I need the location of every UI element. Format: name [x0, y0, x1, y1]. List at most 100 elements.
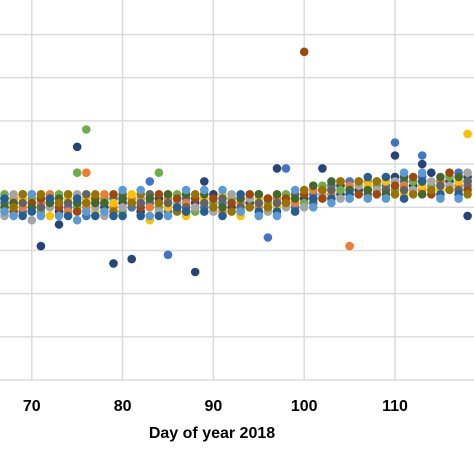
- data-point: [227, 190, 236, 199]
- data-point: [272, 198, 282, 208]
- data-point: [218, 211, 227, 221]
- data-point: [272, 190, 282, 199]
- data-point: [417, 168, 427, 177]
- data-point: [91, 198, 100, 208]
- data-point: [72, 194, 82, 203]
- data-point: [336, 177, 345, 186]
- data-point: [27, 207, 37, 216]
- data-point: [109, 259, 118, 268]
- data-point: [463, 177, 472, 186]
- data-point: [91, 211, 100, 221]
- data-point: [9, 211, 18, 221]
- data-point: [290, 185, 300, 195]
- data-point: [336, 185, 345, 195]
- data-point: [154, 190, 164, 199]
- data-point: [72, 142, 82, 152]
- data-point: [454, 172, 463, 182]
- data-point: [399, 185, 409, 195]
- data-point: [200, 185, 209, 195]
- data-point: [327, 185, 336, 195]
- data-point: [381, 172, 391, 182]
- data-point: [254, 198, 264, 208]
- data-point: [109, 211, 118, 221]
- data-point: [145, 211, 155, 221]
- data-point: [136, 185, 145, 195]
- data-point: [281, 198, 291, 208]
- data-point: [309, 181, 318, 190]
- data-point: [0, 207, 9, 216]
- x-tick-label: 80: [114, 398, 132, 415]
- data-point: [163, 211, 173, 221]
- data-point: [345, 241, 354, 251]
- data-point: [436, 172, 445, 182]
- data-point: [63, 190, 73, 199]
- data-point: [154, 211, 164, 221]
- data-point: [408, 190, 418, 199]
- data-point: [200, 207, 209, 216]
- data-point: [454, 194, 463, 203]
- data-point: [463, 129, 472, 139]
- data-point: [145, 177, 155, 186]
- data-point: [54, 220, 64, 229]
- data-point: [463, 190, 472, 199]
- data-point: [390, 190, 400, 199]
- data-point: [218, 185, 227, 195]
- data-point: [463, 168, 472, 177]
- data-point: [100, 190, 109, 199]
- data-point: [408, 172, 418, 182]
- data-point: [27, 215, 37, 225]
- data-point: [45, 211, 55, 221]
- data-point: [390, 138, 400, 147]
- data-point: [299, 203, 309, 212]
- x-tick-label: 110: [382, 398, 408, 415]
- data-point: [318, 164, 327, 173]
- data-point: [118, 185, 127, 195]
- data-point: [72, 207, 82, 216]
- data-point: [118, 211, 127, 221]
- x-axis-title: Day of year 2018: [149, 425, 275, 442]
- data-point: [18, 211, 28, 221]
- data-point: [427, 177, 436, 186]
- data-point: [254, 190, 264, 199]
- data-points: [0, 47, 472, 277]
- data-point: [290, 207, 300, 216]
- data-point: [100, 207, 109, 216]
- data-point: [354, 190, 364, 199]
- data-point: [236, 207, 245, 216]
- data-point: [18, 198, 28, 208]
- data-point: [181, 207, 191, 216]
- data-point: [436, 181, 445, 190]
- data-point: [9, 190, 18, 199]
- data-point: [127, 190, 136, 199]
- plot-frame: [0, 379, 474, 381]
- data-point: [172, 194, 182, 203]
- data-point: [336, 194, 345, 203]
- data-point: [281, 164, 291, 173]
- data-point: [290, 194, 300, 203]
- data-point: [445, 168, 454, 177]
- data-point: [372, 177, 382, 186]
- data-point: [318, 194, 327, 203]
- data-point: [190, 203, 200, 212]
- data-point: [372, 190, 382, 199]
- data-point: [245, 190, 254, 199]
- data-point: [45, 194, 55, 203]
- data-point: [36, 241, 46, 251]
- data-point: [209, 203, 218, 212]
- data-point: [181, 185, 191, 195]
- data-point: [163, 190, 173, 199]
- data-point: [445, 185, 454, 195]
- data-point: [163, 250, 173, 260]
- x-tick-labels: 70 80 90 100 110: [23, 398, 408, 415]
- data-point: [399, 194, 409, 203]
- data-point: [145, 203, 155, 212]
- data-point: [227, 207, 236, 216]
- data-point: [390, 151, 400, 160]
- data-point: [427, 168, 436, 177]
- data-point: [9, 203, 18, 212]
- data-point: [200, 177, 209, 186]
- data-point: [327, 198, 336, 208]
- data-point: [227, 198, 236, 208]
- data-point: [263, 233, 273, 242]
